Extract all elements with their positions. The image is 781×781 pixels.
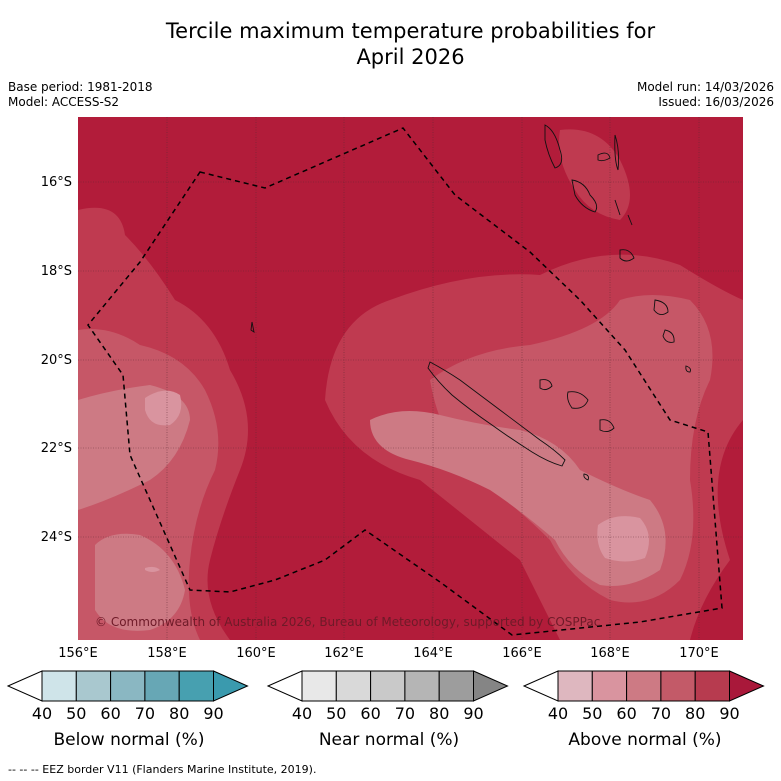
colorbar-cell <box>626 670 662 702</box>
colorbar-tick-label: 90 <box>203 704 224 723</box>
band-40-50-west <box>145 390 182 426</box>
lon-label-168e: 168°E <box>590 646 630 661</box>
colorbar-tick-label: 50 <box>326 704 347 723</box>
colorbar-cell <box>335 670 372 702</box>
band-40-50-sw <box>145 566 160 572</box>
lat-label-18s: 18°S <box>40 264 72 279</box>
colorbar-below-normal <box>6 670 249 702</box>
colorbar-extend-high <box>473 670 509 702</box>
colorbar-cell <box>178 670 214 702</box>
title-line-1: Tercile maximum temperature probabilitie… <box>165 19 656 43</box>
model-run: Model run: 14/03/2026 <box>636 80 774 94</box>
colorbar-tick-label: 70 <box>134 704 156 723</box>
meta-right: Model run: 14/03/2026 Issued: 16/03/2026 <box>637 80 774 110</box>
colorbar-extend-low <box>522 670 559 702</box>
colorbar-cell <box>438 670 475 702</box>
colorbar-extend-high <box>729 670 765 702</box>
colorbars-svg <box>6 670 765 702</box>
coastlines <box>250 124 691 481</box>
lon-label-164e: 164°E <box>413 646 453 661</box>
eez-legend: -- -- -- EEZ border V11 (Flanders Marine… <box>8 763 317 776</box>
lon-label-166e: 166°E <box>502 646 542 661</box>
lat-label-22s: 22°S <box>40 441 72 456</box>
new-caledonia-coast <box>427 361 566 467</box>
colorbar-cell <box>41 670 77 702</box>
colorbar-cell <box>301 670 337 702</box>
colorbar-cell <box>110 670 146 702</box>
copyright-text: © Commonwealth of Australia 2026, Bureau… <box>95 615 601 629</box>
lon-label-158e: 158°E <box>147 646 187 661</box>
colorbar-cell <box>404 670 440 702</box>
colorbar-tick-label: 90 <box>463 704 484 723</box>
colorbar-cell <box>370 670 406 702</box>
colorbar-label-near: Near normal (%) <box>318 730 460 750</box>
colorbar-tick-label: 70 <box>650 704 672 723</box>
band-70-80-ne <box>559 129 630 220</box>
colorbar-extend-high <box>213 670 249 702</box>
east-islets-coast <box>583 299 691 481</box>
colorbar-tick-label: 80 <box>169 704 190 723</box>
colorbar-tick-label: 60 <box>616 704 637 723</box>
band-40-50-east <box>597 516 649 562</box>
gridlines <box>78 117 743 640</box>
lon-label-160e: 160°E <box>236 646 276 661</box>
model-name: Model: ACCESS-S2 <box>8 95 120 109</box>
lat-label-16s: 16°S <box>40 175 72 190</box>
colorbar-cell <box>144 670 180 702</box>
colorbar-extend-low <box>266 670 303 702</box>
colorbar-tick-label: 80 <box>685 704 706 723</box>
lon-label-170e: 170°E <box>679 646 719 661</box>
colorbar-tick-label: 50 <box>66 704 87 723</box>
lon-label-156e: 156°E <box>58 646 98 661</box>
colorbar-cell <box>75 670 112 702</box>
colorbar-cell <box>660 670 696 702</box>
lat-label-24s: 24°S <box>40 530 72 545</box>
lon-label-162e: 162°E <box>324 646 364 661</box>
lat-label-20s: 20°S <box>40 353 72 368</box>
colorbar-tick-label: 40 <box>31 704 53 723</box>
colorbar-tick-label: 60 <box>100 704 121 723</box>
colorbar-tick-label: 90 <box>719 704 740 723</box>
title-line-2: April 2026 <box>356 45 465 69</box>
colorbar-tick-label: 70 <box>394 704 416 723</box>
colorbar-cell <box>557 670 593 702</box>
colorbar-tick-label: 40 <box>547 704 569 723</box>
colorbar-tick-label: 40 <box>291 704 313 723</box>
colorbar-label-above: Above normal (%) <box>568 730 722 750</box>
band-50-60-sw <box>95 533 185 631</box>
colorbar-above-normal <box>522 670 765 702</box>
colorbar-tick-label: 80 <box>429 704 450 723</box>
eez-border <box>87 127 723 636</box>
band-50-60-east <box>370 411 666 586</box>
issued-date: Issued: 16/03/2026 <box>658 95 774 109</box>
colorbar-label-below: Below normal (%) <box>53 730 205 750</box>
meta-left: Base period: 1981-2018 Model: ACCESS-S2 <box>8 80 153 110</box>
colorbar-extend-low <box>6 670 43 702</box>
colorbar-cell <box>591 670 628 702</box>
loyalty-islands-coast <box>539 379 615 433</box>
colorbar-near-normal <box>266 670 509 702</box>
chesterfield-coast <box>250 321 255 333</box>
probability-field <box>78 117 743 640</box>
vanuatu-coast <box>544 124 635 262</box>
colorbar-tick-label: 50 <box>582 704 603 723</box>
map-title: Tercile maximum temperature probabilitie… <box>0 18 781 70</box>
base-period: Base period: 1981-2018 <box>8 80 153 94</box>
colorbar-tick-label: 60 <box>360 704 381 723</box>
colorbar-cell <box>694 670 731 702</box>
